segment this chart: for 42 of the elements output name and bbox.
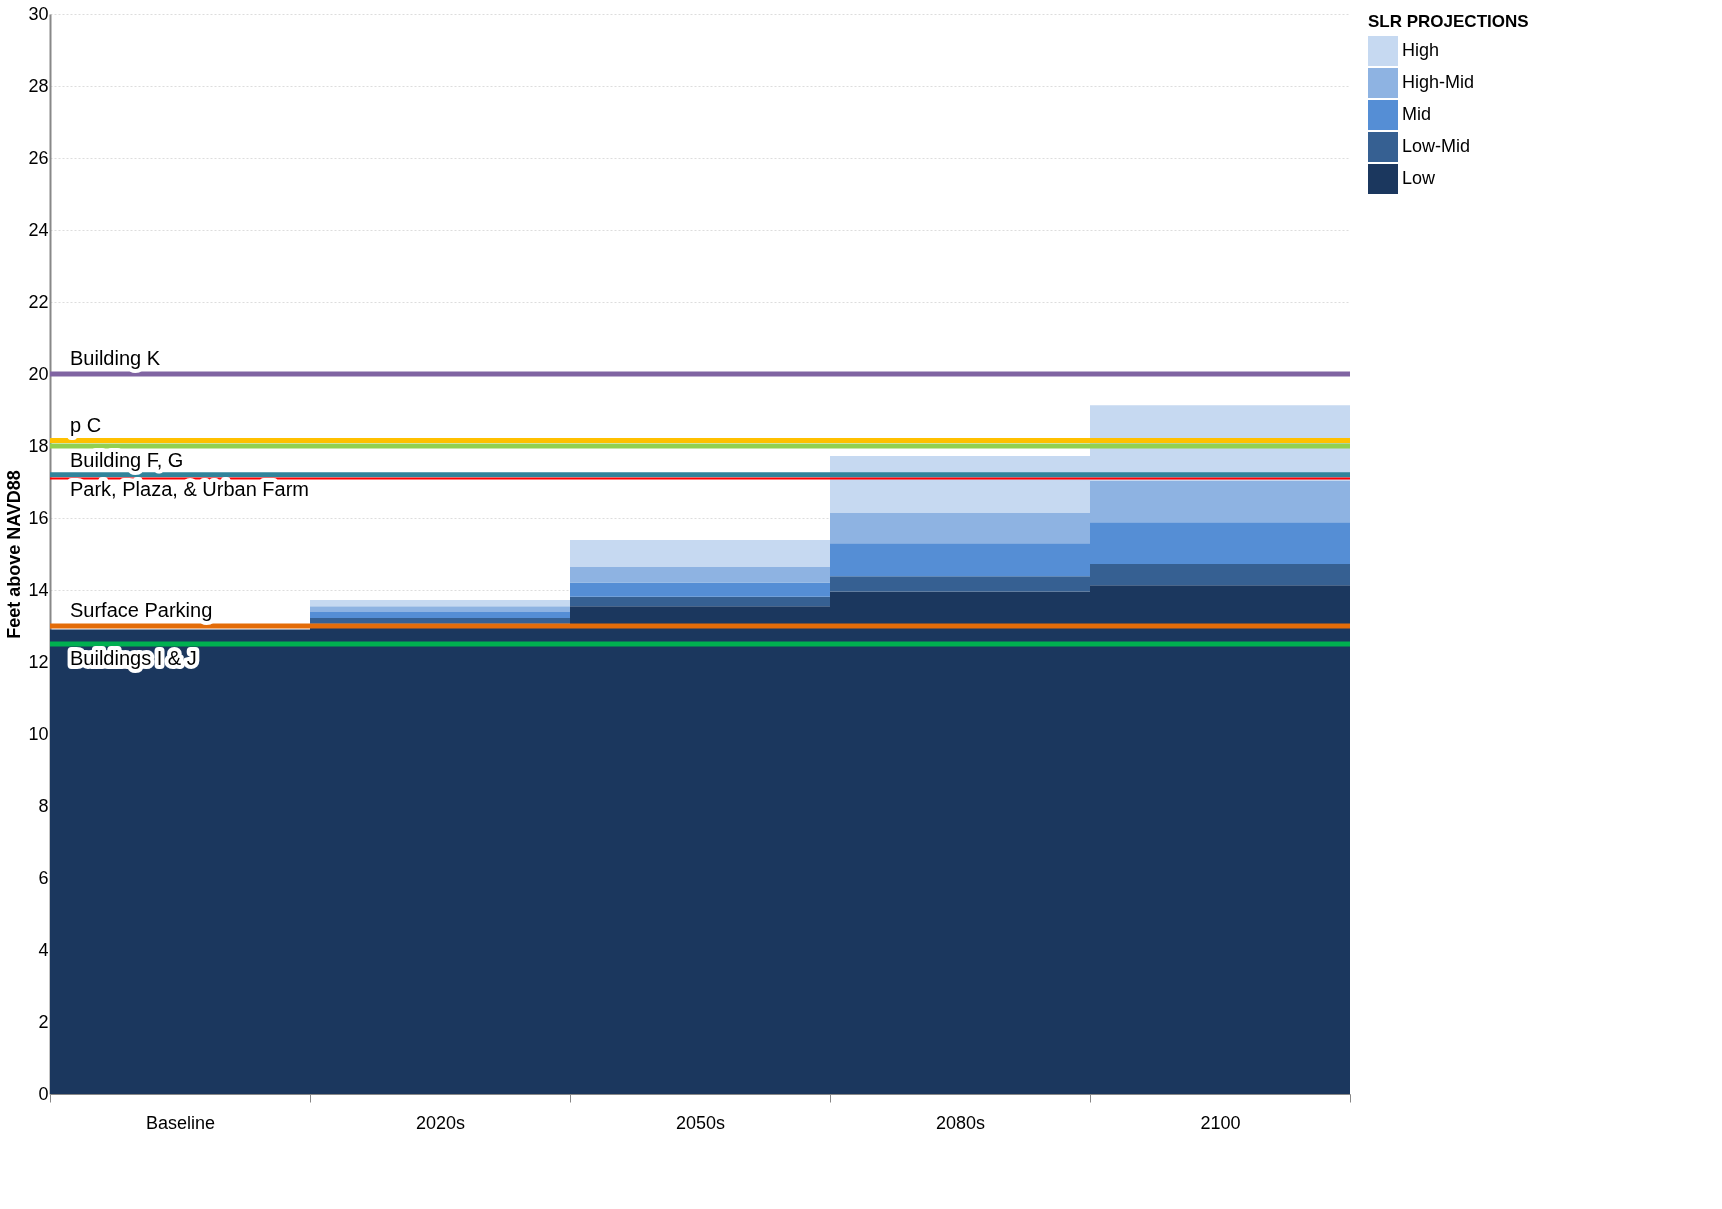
y-tick-label: 26 [28,147,49,168]
ref-line-label: Building K [70,347,161,369]
y-tick-label: 10 [28,723,49,744]
bar [570,582,830,597]
legend-label: Mid [1402,104,1432,124]
ref-line-label: Surface Parking [70,599,213,621]
x-tick-label: 2100 [1200,1112,1241,1133]
y-tick-label: 16 [28,507,49,528]
bar [570,596,830,607]
ref-line-label: Park, Plaza, & Urban Farm [70,477,309,500]
ref-line-label: Buildings I & J [70,647,197,669]
legend-label: High [1402,40,1440,60]
legend-label: High-Mid [1402,72,1475,92]
y-tick-label: 2 [38,1011,49,1032]
bar [310,618,570,624]
y-tick-label: 28 [28,75,49,96]
y-axis-title: Feet above NAVD88 [4,470,25,639]
x-tick-label: 2050s [675,1112,726,1133]
y-tick-label: 18 [28,435,49,456]
legend-label: Low [1402,168,1437,188]
y-tick-label: 8 [38,795,49,816]
legend-title: SLR PROJECTIONS [1368,12,1529,31]
bar [310,611,570,619]
ref-line-label: Building F, G [70,449,184,471]
y-tick-label: 6 [38,867,49,888]
ref-line-label: p C [70,413,102,436]
y-tick-label: 14 [28,579,49,600]
legend-label: Low-Mid [1402,136,1471,156]
y-tick-label: 20 [28,363,49,384]
y-tick-label: 12 [28,651,49,672]
bar [570,539,830,567]
x-tick-label: Baseline [145,1112,216,1133]
bar [310,600,570,607]
y-tick-label: 0 [38,1083,49,1104]
bar [570,566,830,583]
y-tick-label: 22 [28,291,49,312]
y-tick-label: 24 [28,219,49,240]
bar [310,606,570,612]
y-tick-label: 4 [38,939,49,960]
x-tick-label: 2020s [415,1112,466,1133]
y-tick-label: 30 [28,3,49,24]
x-tick-label: 2080s [935,1112,986,1133]
